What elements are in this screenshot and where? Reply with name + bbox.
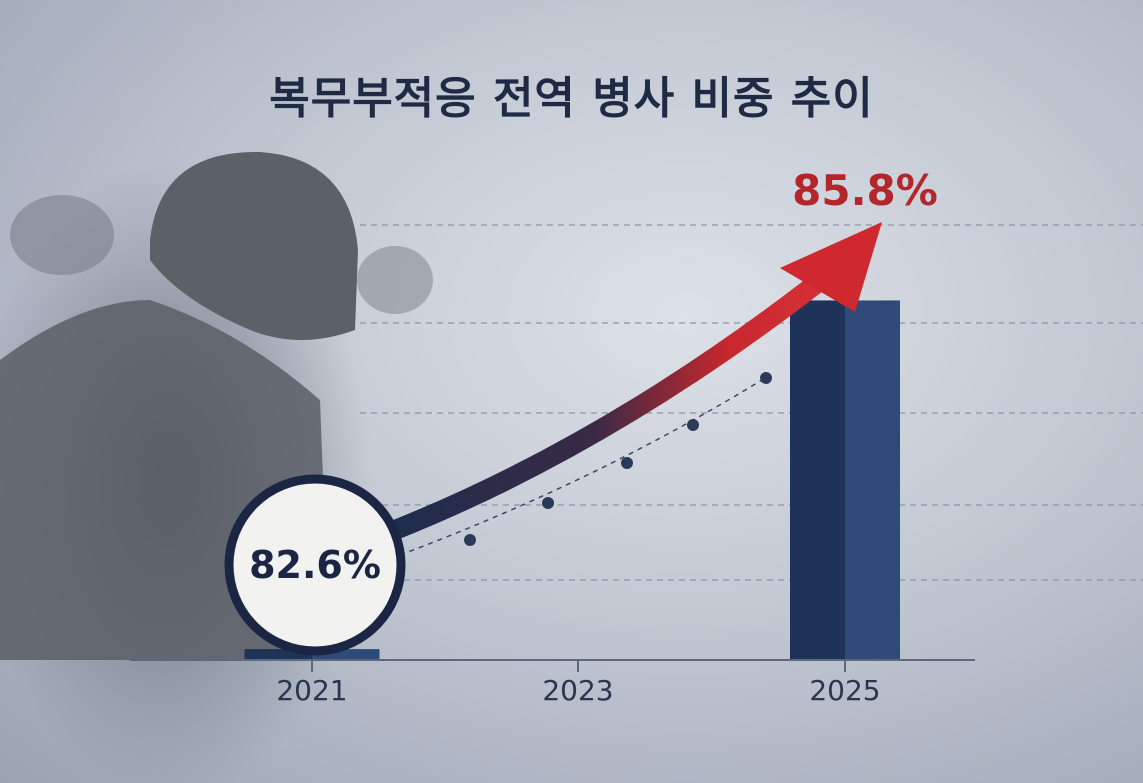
- trend-point: [687, 419, 699, 431]
- bar-2021-right: [312, 649, 380, 660]
- trend-point: [464, 534, 476, 546]
- bar-2025: [790, 300, 845, 660]
- trend-arrow-head: [780, 222, 882, 312]
- trend-point: [621, 457, 633, 469]
- trend-arrow-body: [391, 257, 847, 540]
- x-tick-label-2021: 2021: [276, 674, 347, 707]
- trend-point: [760, 372, 772, 384]
- trend-point: [542, 497, 554, 509]
- x-tick-label-2025: 2025: [809, 674, 880, 707]
- data-label-2021: 82.6%: [249, 543, 381, 587]
- x-tick-label-2023: 2023: [542, 674, 613, 707]
- soldier-illustration: [0, 151, 433, 783]
- bar-2021: [244, 649, 312, 660]
- bar-2025-right: [845, 300, 900, 660]
- chart-title: 복무부적응 전역 병사 비중 추이: [269, 73, 874, 124]
- data-label-2025: 85.8%: [792, 166, 938, 215]
- trend-dotted-line: [399, 374, 771, 556]
- data-label-circle-2021: [224, 474, 406, 656]
